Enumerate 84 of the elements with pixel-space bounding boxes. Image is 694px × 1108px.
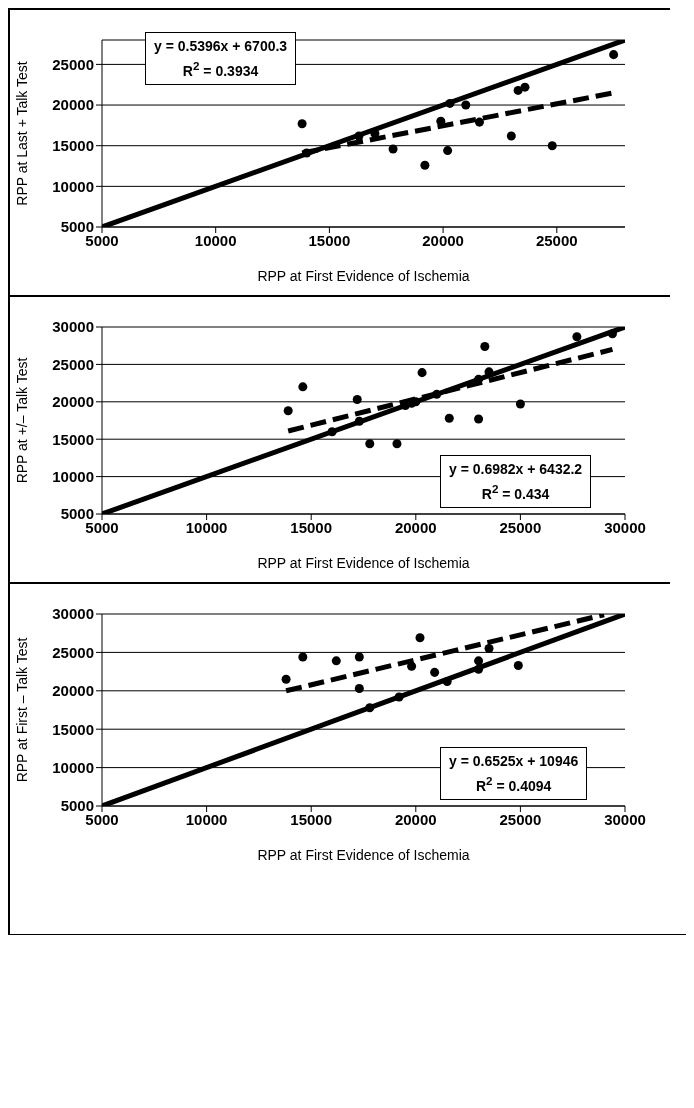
point [609, 50, 619, 60]
x-axis-title: RPP at First Evidence of Ischemia [257, 268, 470, 284]
annotation: y = 0.6982x + 6432.2 [449, 460, 583, 479]
point [436, 116, 446, 126]
point [354, 683, 364, 693]
y-tick-label: 15000 [52, 137, 94, 155]
point [430, 667, 440, 677]
point [445, 98, 455, 108]
x-axis-title: RPP at First Evidence of Ischemia [257, 555, 470, 571]
y-tick-label: 30000 [52, 605, 94, 623]
y-tick-label: 25000 [52, 355, 94, 373]
y-tick-label: 10000 [52, 177, 94, 195]
point [298, 652, 308, 662]
point [327, 427, 337, 437]
point [302, 148, 312, 158]
point [474, 414, 484, 424]
point [474, 117, 484, 127]
point [417, 368, 427, 378]
y-tick-label: 10000 [52, 758, 94, 776]
y-tick-label: 25000 [52, 643, 94, 661]
point [444, 413, 454, 423]
y-tick-label: 30000 [52, 318, 94, 336]
point [432, 389, 442, 399]
point [354, 131, 364, 141]
point [283, 406, 293, 416]
x-tick-label: 25000 [535, 231, 578, 249]
y-tick-label: 15000 [52, 430, 94, 448]
y-tick-label: 20000 [52, 393, 94, 411]
x-axis-title: RPP at First Evidence of Ischemia [257, 847, 470, 863]
point [415, 633, 425, 643]
annotation: R$^{2}$ = 0.3934 [181, 58, 260, 81]
x-tick-label: 10000 [194, 231, 237, 249]
point [365, 703, 375, 713]
point [443, 146, 453, 156]
point [365, 439, 375, 449]
x-tick-label: 20000 [394, 518, 437, 536]
y-tick-label: 25000 [52, 55, 94, 73]
y-tick-label: 20000 [52, 96, 94, 114]
annotation: R$^{2}$ = 0.434 [480, 481, 551, 504]
y-tick-label: 15000 [52, 720, 94, 738]
y-axis-title: RPP at +/– Talk Test [13, 357, 30, 484]
point [572, 332, 582, 342]
point [394, 692, 404, 702]
y-axis-title: RPP at First – Talk Test [13, 637, 30, 783]
point [520, 82, 530, 92]
point [442, 677, 452, 687]
point [547, 141, 557, 151]
y-tick-label: 20000 [52, 682, 94, 700]
point [480, 341, 490, 351]
x-tick-label: 15000 [290, 518, 333, 536]
y-tick-label: 10000 [52, 467, 94, 485]
x-tick-label: 20000 [422, 231, 464, 249]
point [474, 656, 484, 666]
x-tick-label: 25000 [499, 518, 542, 536]
point [281, 674, 291, 684]
point [354, 652, 364, 662]
point [297, 119, 307, 129]
x-tick-label: 10000 [185, 518, 228, 536]
point [513, 660, 523, 670]
point [461, 100, 471, 110]
point [420, 160, 430, 170]
x-tick-label: 20000 [394, 810, 437, 828]
point [331, 656, 341, 666]
point [354, 416, 364, 426]
point [506, 131, 516, 141]
point [388, 144, 398, 154]
point [484, 644, 494, 654]
point [607, 329, 617, 339]
point [298, 382, 308, 392]
x-tick-label: 30000 [604, 810, 646, 828]
x-tick-label: 15000 [308, 231, 351, 249]
annotation: y = 0.5396x + 6700.3 [154, 37, 288, 56]
point [474, 664, 484, 674]
point [407, 661, 417, 671]
x-tick-label: 15000 [290, 810, 333, 828]
point [392, 439, 402, 449]
annotation: R$^{2}$ = 0.4094 [474, 773, 553, 796]
y-axis-title: RPP at Last + Talk Test [13, 61, 30, 206]
point [515, 399, 525, 409]
x-tick-label: 25000 [499, 810, 542, 828]
x-tick-label: 30000 [604, 518, 646, 536]
x-tick-label: 10000 [185, 810, 228, 828]
point [352, 395, 362, 405]
annotation: y = 0.6525x + 10946 [449, 752, 579, 771]
